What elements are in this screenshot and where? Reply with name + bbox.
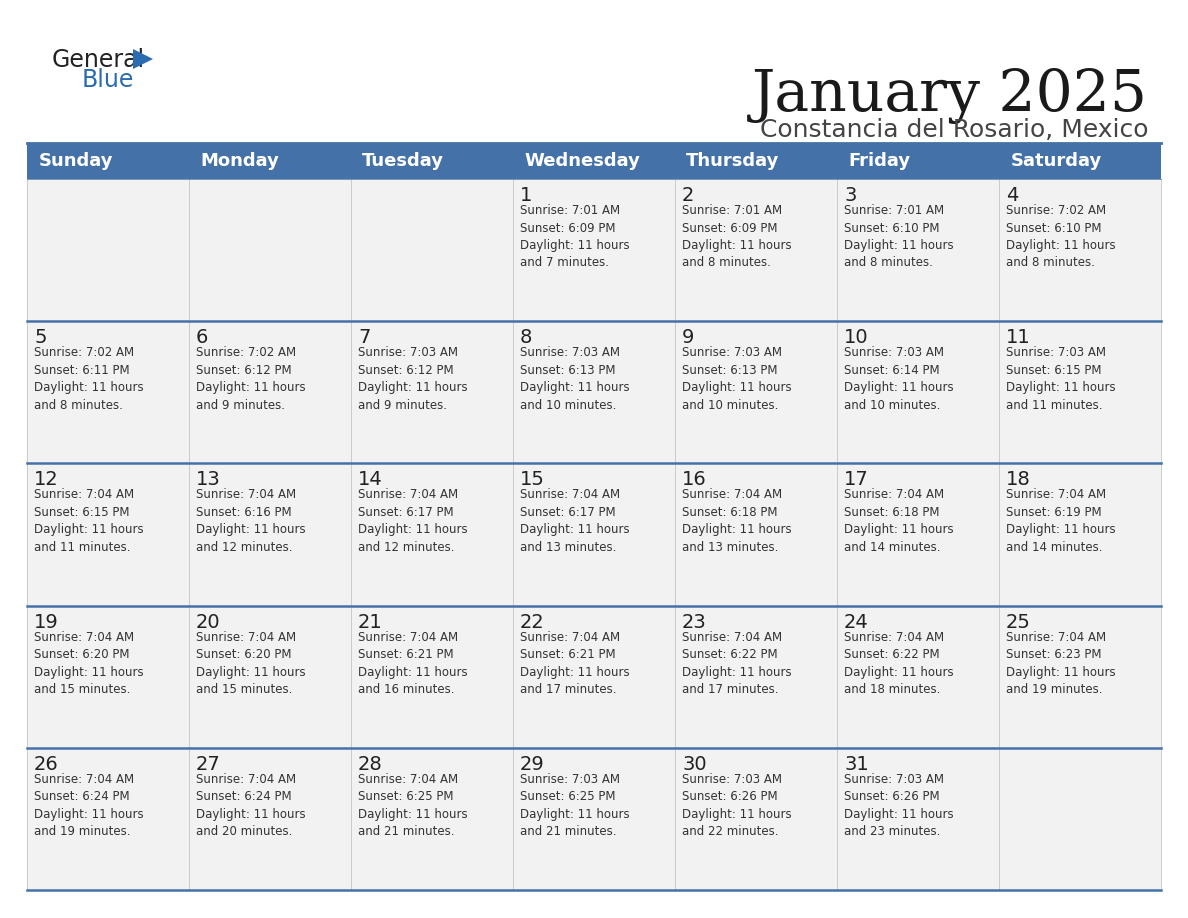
Text: 31: 31 [843, 755, 868, 774]
Text: 25: 25 [1006, 612, 1031, 632]
Text: Saturday: Saturday [1010, 152, 1101, 170]
Text: Sunrise: 7:04 AM
Sunset: 6:18 PM
Daylight: 11 hours
and 13 minutes.: Sunrise: 7:04 AM Sunset: 6:18 PM Dayligh… [682, 488, 791, 554]
Text: Sunrise: 7:03 AM
Sunset: 6:14 PM
Daylight: 11 hours
and 10 minutes.: Sunrise: 7:03 AM Sunset: 6:14 PM Dayligh… [843, 346, 954, 411]
Text: 27: 27 [196, 755, 221, 774]
Text: Thursday: Thursday [687, 152, 779, 170]
Text: Constancia del Rosario, Mexico: Constancia del Rosario, Mexico [759, 118, 1148, 142]
Text: 4: 4 [1006, 186, 1018, 205]
Text: 16: 16 [682, 470, 707, 489]
Text: Sunrise: 7:04 AM
Sunset: 6:20 PM
Daylight: 11 hours
and 15 minutes.: Sunrise: 7:04 AM Sunset: 6:20 PM Dayligh… [34, 631, 144, 696]
Bar [27, 748, 1161, 890]
Text: 24: 24 [843, 612, 868, 632]
Text: 12: 12 [34, 470, 58, 489]
Bar [27, 606, 1161, 748]
Text: Sunrise: 7:01 AM
Sunset: 6:09 PM
Daylight: 11 hours
and 8 minutes.: Sunrise: 7:01 AM Sunset: 6:09 PM Dayligh… [682, 204, 791, 270]
Text: 18: 18 [1006, 470, 1031, 489]
Text: Monday: Monday [201, 152, 279, 170]
Text: Friday: Friday [848, 152, 910, 170]
Text: Sunrise: 7:04 AM
Sunset: 6:19 PM
Daylight: 11 hours
and 14 minutes.: Sunrise: 7:04 AM Sunset: 6:19 PM Dayligh… [1006, 488, 1116, 554]
Text: Sunrise: 7:03 AM
Sunset: 6:13 PM
Daylight: 11 hours
and 10 minutes.: Sunrise: 7:03 AM Sunset: 6:13 PM Dayligh… [520, 346, 630, 411]
Text: 1: 1 [520, 186, 532, 205]
Text: 13: 13 [196, 470, 221, 489]
Text: 8: 8 [520, 329, 532, 347]
Text: Sunrise: 7:04 AM
Sunset: 6:24 PM
Daylight: 11 hours
and 20 minutes.: Sunrise: 7:04 AM Sunset: 6:24 PM Dayligh… [196, 773, 305, 838]
Text: 21: 21 [358, 612, 383, 632]
Text: Sunrise: 7:04 AM
Sunset: 6:16 PM
Daylight: 11 hours
and 12 minutes.: Sunrise: 7:04 AM Sunset: 6:16 PM Dayligh… [196, 488, 305, 554]
Text: General: General [52, 48, 145, 72]
Text: Tuesday: Tuesday [362, 152, 444, 170]
Text: Sunrise: 7:01 AM
Sunset: 6:10 PM
Daylight: 11 hours
and 8 minutes.: Sunrise: 7:01 AM Sunset: 6:10 PM Dayligh… [843, 204, 954, 270]
Text: Sunrise: 7:04 AM
Sunset: 6:15 PM
Daylight: 11 hours
and 11 minutes.: Sunrise: 7:04 AM Sunset: 6:15 PM Dayligh… [34, 488, 144, 554]
Text: Sunrise: 7:04 AM
Sunset: 6:17 PM
Daylight: 11 hours
and 12 minutes.: Sunrise: 7:04 AM Sunset: 6:17 PM Dayligh… [358, 488, 468, 554]
Text: Sunrise: 7:03 AM
Sunset: 6:12 PM
Daylight: 11 hours
and 9 minutes.: Sunrise: 7:03 AM Sunset: 6:12 PM Dayligh… [358, 346, 468, 411]
Text: Sunrise: 7:04 AM
Sunset: 6:24 PM
Daylight: 11 hours
and 19 minutes.: Sunrise: 7:04 AM Sunset: 6:24 PM Dayligh… [34, 773, 144, 838]
Bar [27, 464, 1161, 606]
Text: Sunrise: 7:04 AM
Sunset: 6:23 PM
Daylight: 11 hours
and 19 minutes.: Sunrise: 7:04 AM Sunset: 6:23 PM Dayligh… [1006, 631, 1116, 696]
Polygon shape [133, 49, 153, 69]
Text: 2: 2 [682, 186, 694, 205]
Text: Sunrise: 7:02 AM
Sunset: 6:10 PM
Daylight: 11 hours
and 8 minutes.: Sunrise: 7:02 AM Sunset: 6:10 PM Dayligh… [1006, 204, 1116, 270]
Text: Sunrise: 7:04 AM
Sunset: 6:25 PM
Daylight: 11 hours
and 21 minutes.: Sunrise: 7:04 AM Sunset: 6:25 PM Dayligh… [358, 773, 468, 838]
Text: 6: 6 [196, 329, 208, 347]
Text: 26: 26 [34, 755, 58, 774]
Text: 28: 28 [358, 755, 383, 774]
Text: 9: 9 [682, 329, 694, 347]
Text: 15: 15 [520, 470, 545, 489]
Text: 19: 19 [34, 612, 58, 632]
Text: Sunrise: 7:04 AM
Sunset: 6:21 PM
Daylight: 11 hours
and 17 minutes.: Sunrise: 7:04 AM Sunset: 6:21 PM Dayligh… [520, 631, 630, 696]
Bar [27, 179, 1161, 321]
Text: January 2025: January 2025 [752, 68, 1148, 124]
Text: Sunrise: 7:04 AM
Sunset: 6:22 PM
Daylight: 11 hours
and 18 minutes.: Sunrise: 7:04 AM Sunset: 6:22 PM Dayligh… [843, 631, 954, 696]
Text: Sunrise: 7:03 AM
Sunset: 6:26 PM
Daylight: 11 hours
and 22 minutes.: Sunrise: 7:03 AM Sunset: 6:26 PM Dayligh… [682, 773, 791, 838]
Text: Sunrise: 7:03 AM
Sunset: 6:13 PM
Daylight: 11 hours
and 10 minutes.: Sunrise: 7:03 AM Sunset: 6:13 PM Dayligh… [682, 346, 791, 411]
Text: 3: 3 [843, 186, 857, 205]
Text: Sunrise: 7:04 AM
Sunset: 6:20 PM
Daylight: 11 hours
and 15 minutes.: Sunrise: 7:04 AM Sunset: 6:20 PM Dayligh… [196, 631, 305, 696]
Text: 17: 17 [843, 470, 868, 489]
Text: Sunday: Sunday [38, 152, 113, 170]
Bar [27, 321, 1161, 464]
Text: 22: 22 [520, 612, 545, 632]
Text: Sunrise: 7:02 AM
Sunset: 6:12 PM
Daylight: 11 hours
and 9 minutes.: Sunrise: 7:02 AM Sunset: 6:12 PM Dayligh… [196, 346, 305, 411]
Text: Wednesday: Wednesday [524, 152, 640, 170]
Bar [27, 143, 1161, 179]
Text: Sunrise: 7:01 AM
Sunset: 6:09 PM
Daylight: 11 hours
and 7 minutes.: Sunrise: 7:01 AM Sunset: 6:09 PM Dayligh… [520, 204, 630, 270]
Text: 20: 20 [196, 612, 221, 632]
Text: 30: 30 [682, 755, 707, 774]
Text: Sunrise: 7:02 AM
Sunset: 6:11 PM
Daylight: 11 hours
and 8 minutes.: Sunrise: 7:02 AM Sunset: 6:11 PM Dayligh… [34, 346, 144, 411]
Text: Sunrise: 7:03 AM
Sunset: 6:25 PM
Daylight: 11 hours
and 21 minutes.: Sunrise: 7:03 AM Sunset: 6:25 PM Dayligh… [520, 773, 630, 838]
Text: Sunrise: 7:03 AM
Sunset: 6:26 PM
Daylight: 11 hours
and 23 minutes.: Sunrise: 7:03 AM Sunset: 6:26 PM Dayligh… [843, 773, 954, 838]
Text: Sunrise: 7:04 AM
Sunset: 6:21 PM
Daylight: 11 hours
and 16 minutes.: Sunrise: 7:04 AM Sunset: 6:21 PM Dayligh… [358, 631, 468, 696]
Text: 23: 23 [682, 612, 707, 632]
Text: 29: 29 [520, 755, 545, 774]
Text: Sunrise: 7:04 AM
Sunset: 6:18 PM
Daylight: 11 hours
and 14 minutes.: Sunrise: 7:04 AM Sunset: 6:18 PM Dayligh… [843, 488, 954, 554]
Text: Sunrise: 7:04 AM
Sunset: 6:22 PM
Daylight: 11 hours
and 17 minutes.: Sunrise: 7:04 AM Sunset: 6:22 PM Dayligh… [682, 631, 791, 696]
Text: Blue: Blue [82, 68, 134, 92]
Text: 7: 7 [358, 329, 371, 347]
Text: Sunrise: 7:03 AM
Sunset: 6:15 PM
Daylight: 11 hours
and 11 minutes.: Sunrise: 7:03 AM Sunset: 6:15 PM Dayligh… [1006, 346, 1116, 411]
Text: Sunrise: 7:04 AM
Sunset: 6:17 PM
Daylight: 11 hours
and 13 minutes.: Sunrise: 7:04 AM Sunset: 6:17 PM Dayligh… [520, 488, 630, 554]
Text: 11: 11 [1006, 329, 1031, 347]
Text: 10: 10 [843, 329, 868, 347]
Text: 5: 5 [34, 329, 46, 347]
Text: 14: 14 [358, 470, 383, 489]
